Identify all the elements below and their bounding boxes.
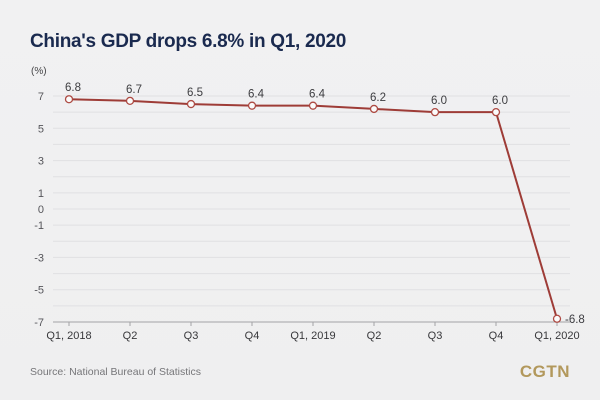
data-point-marker — [125, 96, 135, 105]
cgtn-logo: CGTN — [519, 362, 570, 381]
y-tick-label: 5 — [38, 123, 44, 135]
data-point-marker — [552, 314, 562, 323]
chart-title: China's GDP drops 6.8% in Q1, 2020 — [30, 31, 347, 52]
x-tick-label: Q3 — [184, 330, 199, 342]
y-tick-label: 3 — [38, 156, 44, 168]
y-tick-label: 1 — [38, 188, 44, 200]
data-point-label: -6.8 — [565, 314, 585, 326]
data-point-marker — [247, 101, 257, 110]
y-tick-label: -3 — [34, 252, 44, 264]
data-point-marker — [430, 107, 440, 117]
data-point-label: 6.2 — [370, 92, 386, 104]
data-point-label: 6.4 — [248, 89, 265, 101]
data-point-label: 6.0 — [492, 95, 508, 107]
data-point-label: 6.5 — [187, 87, 203, 99]
x-tick-label: Q1, 2020 — [534, 330, 579, 342]
source-label: Source: National Bureau of Statistics — [30, 366, 202, 378]
data-point-marker — [308, 101, 318, 110]
y-tick-label: -7 — [34, 317, 44, 329]
y-tick-label: -1 — [34, 220, 44, 232]
y-tick-label: 7 — [38, 91, 44, 103]
data-point-marker — [186, 99, 196, 109]
data-point-label: 6.0 — [431, 95, 447, 107]
data-point-label: 6.8 — [65, 82, 81, 94]
y-axis-unit-label: (%) — [31, 66, 47, 77]
x-tick-label: Q3 — [428, 330, 443, 342]
x-tick-label: Q4 — [489, 330, 504, 342]
x-tick-label: Q1, 2018 — [46, 330, 91, 342]
data-point-label: 6.4 — [309, 89, 326, 101]
y-tick-label: -5 — [34, 285, 44, 297]
x-tick-label: Q4 — [245, 330, 260, 342]
data-point-marker — [369, 104, 379, 114]
x-tick-label: Q1, 2019 — [290, 330, 335, 342]
y-tick-label: 0 — [38, 204, 44, 216]
x-tick-label: Q2 — [123, 330, 138, 342]
data-point-marker — [491, 107, 501, 117]
data-point-marker — [64, 95, 74, 104]
data-point-label: 6.7 — [126, 84, 142, 96]
x-tick-label: Q2 — [367, 330, 382, 342]
